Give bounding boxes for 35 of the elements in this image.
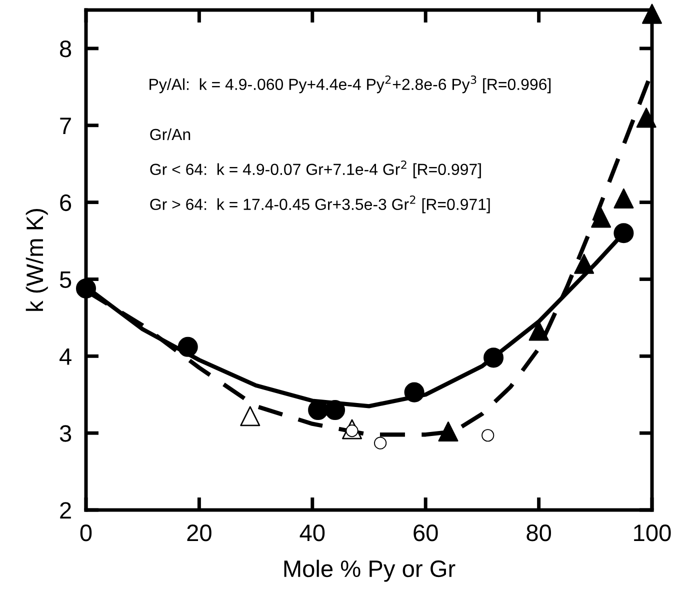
- annotation: Gr < 64: k = 4.9-0.07 Gr+7.1e-4 Gr$^{2}$ [R=0.997]: [150, 160, 481, 178]
- y-tick-label: 7: [60, 118, 71, 134]
- y-tick-label: 6: [60, 194, 72, 212]
- point: [178, 336, 198, 357]
- x-tick-label: 100: [634, 524, 671, 542]
- x-tick-label: 80: [526, 524, 552, 542]
- point: [528, 320, 549, 341]
- annotation: Py/Al: k = 4.9-.060 Py+4.4e-4 Py$^{2}$+2.8e-6 Py$^{3}$ [R=0.996]: [150, 75, 551, 94]
- y-tick-label: 8: [60, 40, 72, 58]
- point: [325, 400, 346, 420]
- point: [374, 436, 387, 450]
- point: [484, 348, 504, 368]
- x-tick-label: 40: [300, 524, 325, 542]
- y-tick-label: 3: [60, 425, 72, 442]
- point: [614, 223, 634, 244]
- y-axis-title: k (W/m K): [26, 209, 48, 311]
- y-tick-label: 5: [60, 272, 72, 288]
- point: [642, 4, 662, 24]
- point: [591, 208, 612, 228]
- point: [574, 254, 594, 274]
- point: [438, 422, 458, 442]
- point: [76, 278, 96, 298]
- y-tick-label: 4: [60, 348, 72, 365]
- x-tick-label: 60: [414, 524, 438, 542]
- y-tick-label: 2: [60, 502, 71, 519]
- point: [636, 108, 656, 128]
- x-tick-label: 0: [80, 524, 92, 542]
- x-tick-label: 20: [187, 524, 212, 542]
- annotation: Gr > 64: k = 17.4-0.45 Gr+3.5e-3 Gr$^{2}$ [R=0.971]: [150, 195, 490, 214]
- x-axis-title: Mole % Py or Gr: [284, 560, 456, 582]
- annotation: Gr/An: [150, 128, 190, 140]
- point: [240, 406, 260, 426]
- point: [404, 382, 424, 402]
- point: [614, 188, 634, 208]
- point: [482, 429, 494, 442]
